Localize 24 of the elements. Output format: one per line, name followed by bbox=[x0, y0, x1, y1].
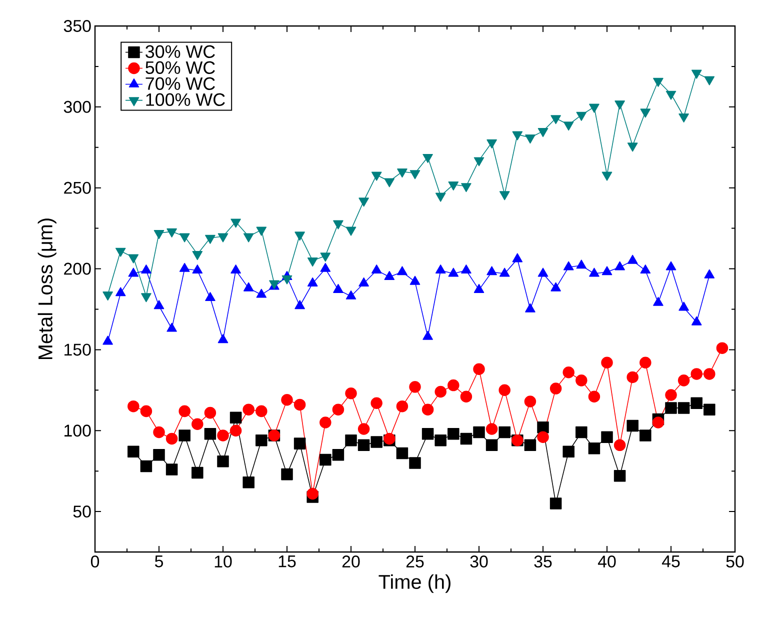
x-tick-label: 20 bbox=[342, 556, 360, 568]
y-tick-label: 200 bbox=[64, 262, 91, 275]
x-tick-label: 10 bbox=[214, 556, 232, 568]
x-tick-label: 25 bbox=[406, 556, 424, 568]
x-tick-label: 50 bbox=[726, 556, 744, 568]
x-tick-label: 30 bbox=[470, 556, 488, 568]
x-tick-label: 45 bbox=[662, 556, 680, 568]
y-tick-label: 50 bbox=[73, 506, 91, 518]
legend-label: 70% WC bbox=[146, 77, 215, 90]
x-tick-label: 35 bbox=[534, 556, 552, 568]
y-tick-label: 300 bbox=[64, 100, 91, 113]
y-tick-label: 250 bbox=[64, 182, 91, 194]
y-tick-label: 350 bbox=[64, 20, 91, 32]
x-axis-title: Time (h) bbox=[378, 574, 450, 593]
x-tick-label: 5 bbox=[154, 556, 163, 568]
y-tick-label: 150 bbox=[64, 344, 91, 356]
legend-label: 100% WC bbox=[146, 93, 225, 106]
legend-label: 50% WC bbox=[146, 61, 215, 74]
y-axis-title: Metal Loss (μm) bbox=[38, 218, 56, 359]
legend-label: 30% WC bbox=[146, 45, 215, 58]
x-tick-label: 40 bbox=[598, 556, 616, 568]
x-tick-label: 15 bbox=[278, 556, 296, 568]
y-tick-label: 100 bbox=[64, 424, 91, 437]
x-tick-label: 0 bbox=[90, 556, 100, 568]
